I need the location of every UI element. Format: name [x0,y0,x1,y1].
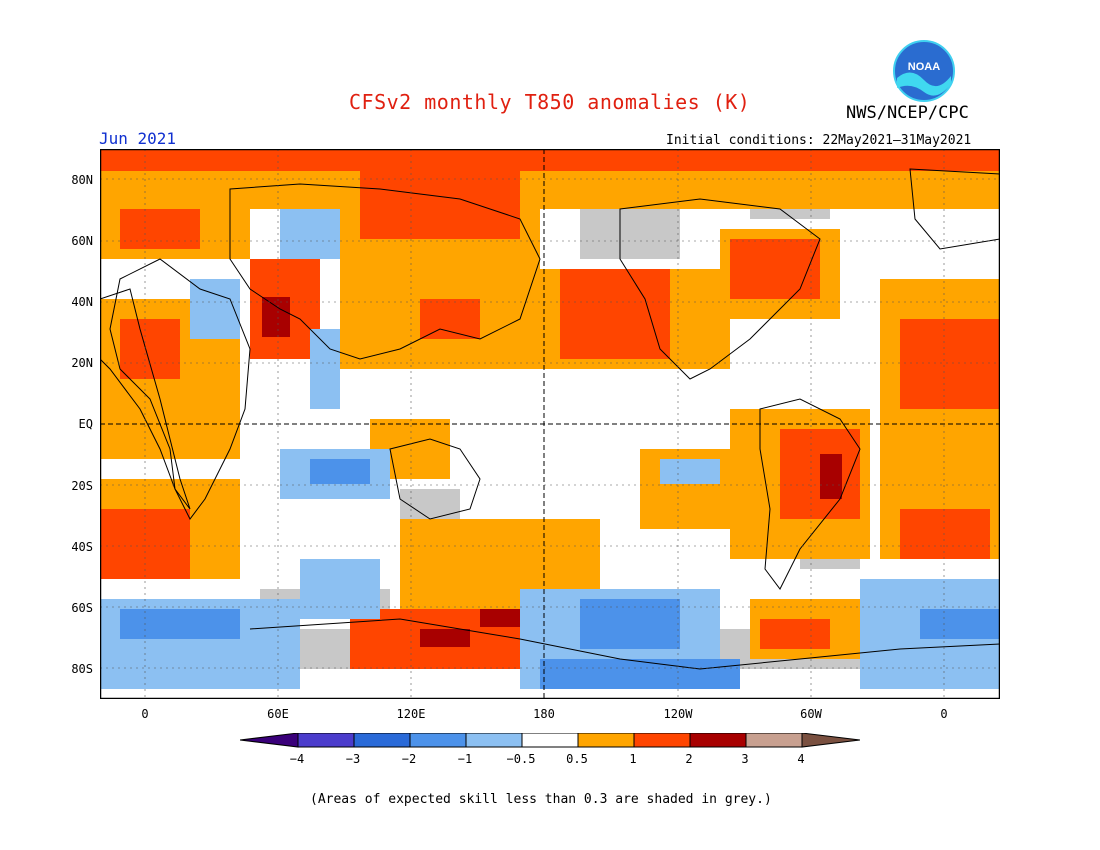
grid-lines [100,149,1000,699]
lat-label: 80S [71,662,93,676]
legend-label: −0.5 [506,752,536,766]
lon-label: 180 [533,707,555,721]
skill-footnote: (Areas of expected skill less than 0.3 a… [310,792,772,807]
legend-swatch [409,733,467,748]
anomaly-neg-1 [120,459,1000,689]
legend-swatch [353,733,411,748]
legend-label: −1 [457,752,473,766]
color-legend [240,733,860,748]
lat-label: 20N [71,356,93,370]
legend-swatch [297,733,355,748]
legend-label: 3 [741,752,749,766]
legend-label: 1 [629,752,637,766]
lon-label: 120W [663,707,693,721]
legend-swatch [745,733,803,748]
lat-label: 60N [71,234,93,248]
equator-dateline [100,149,1000,699]
lon-label: 0 [141,707,149,721]
legend-label: −2 [401,752,417,766]
lat-label: 60S [71,601,93,615]
forecast-period: Jun 2021 [99,129,177,148]
legend-swatch [577,733,635,748]
map-title: CFSv2 monthly T850 anomalies (K) [349,90,751,114]
lat-label: 40N [71,295,93,309]
legend-swatches [240,733,860,748]
legend-label: −4 [289,752,305,766]
legend-swatch [240,733,299,748]
legend-label: 4 [797,752,805,766]
legend-swatch [521,733,579,748]
legend-swatch [633,733,691,748]
lon-label: 60E [267,707,289,721]
map-frame [100,149,1000,699]
legend-swatch [801,733,860,748]
anomaly-map [100,149,1000,699]
initial-conditions: Initial conditions: 22May2021–31May2021 [666,133,972,148]
agency-label: NWS/NCEP/CPC [846,103,969,123]
lat-label: 80N [71,173,93,187]
legend-label: 2 [685,752,693,766]
lat-label: 20S [71,479,93,493]
lat-label: EQ [78,417,93,431]
lon-label: 60W [800,707,822,721]
lon-label: 120E [396,707,426,721]
anomaly-1-2 [100,149,1000,669]
lat-label: 40S [71,540,93,554]
coastlines [100,168,1000,670]
anomaly-2-3 [262,297,842,647]
legend-label: 0.5 [566,752,588,766]
noaa-logo-icon: NOAA [893,40,955,102]
legend-label: −3 [345,752,361,766]
legend-swatch [689,733,747,748]
svg-text:NOAA: NOAA [908,61,940,73]
legend-swatch [465,733,523,748]
lon-label: 0 [940,707,948,721]
